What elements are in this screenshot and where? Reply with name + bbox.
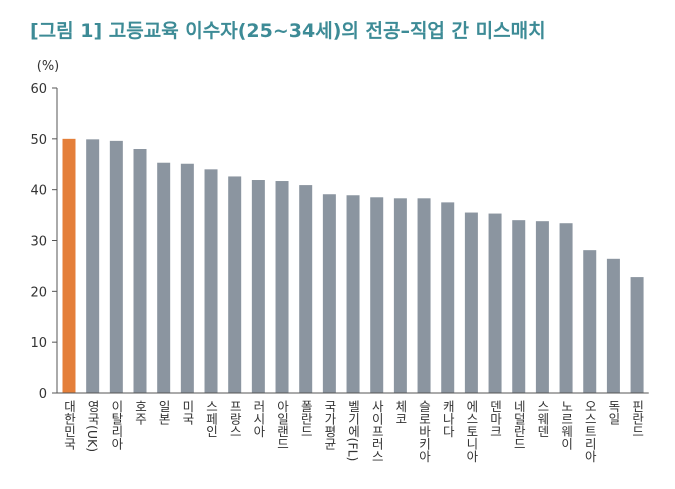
bar	[299, 185, 313, 393]
bar	[251, 180, 265, 393]
y-tick-label: 10	[30, 336, 47, 351]
y-tick-label: 40	[30, 184, 47, 199]
x-tick-label: 아일랜드	[275, 400, 290, 450]
y-tick-label: 60	[30, 82, 47, 97]
bar	[630, 277, 644, 393]
x-tick-label: 사이프러스	[369, 400, 384, 463]
x-tick-label: 폴란드	[298, 400, 313, 438]
bar	[535, 221, 549, 393]
x-tick-label: 일본	[156, 400, 171, 425]
y-tick-label: 30	[30, 235, 47, 250]
x-tick-label: 스페인	[204, 400, 219, 438]
bar	[322, 194, 336, 393]
y-axis-label: (%)	[37, 59, 60, 74]
x-tick-label: 핀란드	[630, 400, 645, 438]
bar	[62, 138, 76, 393]
x-tick-label: 에스토니아	[464, 400, 479, 463]
x-tick-label: 호주	[133, 400, 148, 425]
x-tick-label: 벨기에(FL)	[346, 400, 361, 461]
x-tick-label: 프랑스	[227, 400, 242, 438]
bar	[109, 140, 123, 393]
bar	[512, 220, 526, 393]
bar	[393, 198, 407, 393]
x-tick-label: 대한민국	[62, 400, 77, 450]
bar	[180, 163, 194, 393]
x-tick-label: 미국	[180, 400, 195, 425]
bar	[441, 202, 455, 393]
bar	[204, 169, 218, 393]
x-tick-label: 영국(UK)	[85, 400, 100, 452]
x-tick-label: 슬로바키아	[417, 400, 432, 463]
y-tick-label: 20	[30, 285, 47, 300]
x-tick-label: 체코	[393, 400, 408, 425]
bar	[157, 162, 171, 393]
bar	[133, 149, 147, 393]
x-tick-label: 덴마크	[488, 400, 503, 438]
x-tick-label: 노르웨이	[559, 400, 574, 450]
y-tick-label: 0	[39, 387, 47, 402]
x-tick-label: 러시아	[251, 400, 266, 438]
chart-title: [그림 1] 고등교육 이수자(25~34세)의 전공–직업 간 미스매치	[30, 20, 546, 42]
bar	[228, 176, 242, 393]
bar	[488, 213, 502, 393]
bar	[370, 197, 384, 393]
x-tick-label: 스웨덴	[535, 400, 550, 438]
bar	[417, 198, 431, 393]
bar	[464, 212, 478, 393]
x-tick-label: 독일	[606, 400, 621, 425]
x-tick-label: 네덜란드	[511, 400, 526, 450]
x-tick-label: 국가평균	[322, 400, 337, 450]
bar	[559, 223, 573, 393]
bar	[275, 181, 289, 393]
bar	[346, 195, 360, 393]
y-tick-label: 50	[30, 133, 47, 148]
x-tick-label: 이탈리아	[109, 400, 124, 450]
x-tick-label: 캐나다	[440, 400, 455, 438]
x-tick-label: 오스트리아	[582, 400, 597, 463]
bar	[606, 258, 620, 393]
bar	[86, 139, 100, 393]
bar	[583, 250, 597, 393]
